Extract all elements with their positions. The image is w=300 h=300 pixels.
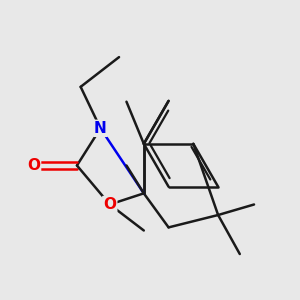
Text: O: O [103, 197, 116, 212]
Text: O: O [27, 158, 40, 173]
Text: N: N [94, 121, 107, 136]
